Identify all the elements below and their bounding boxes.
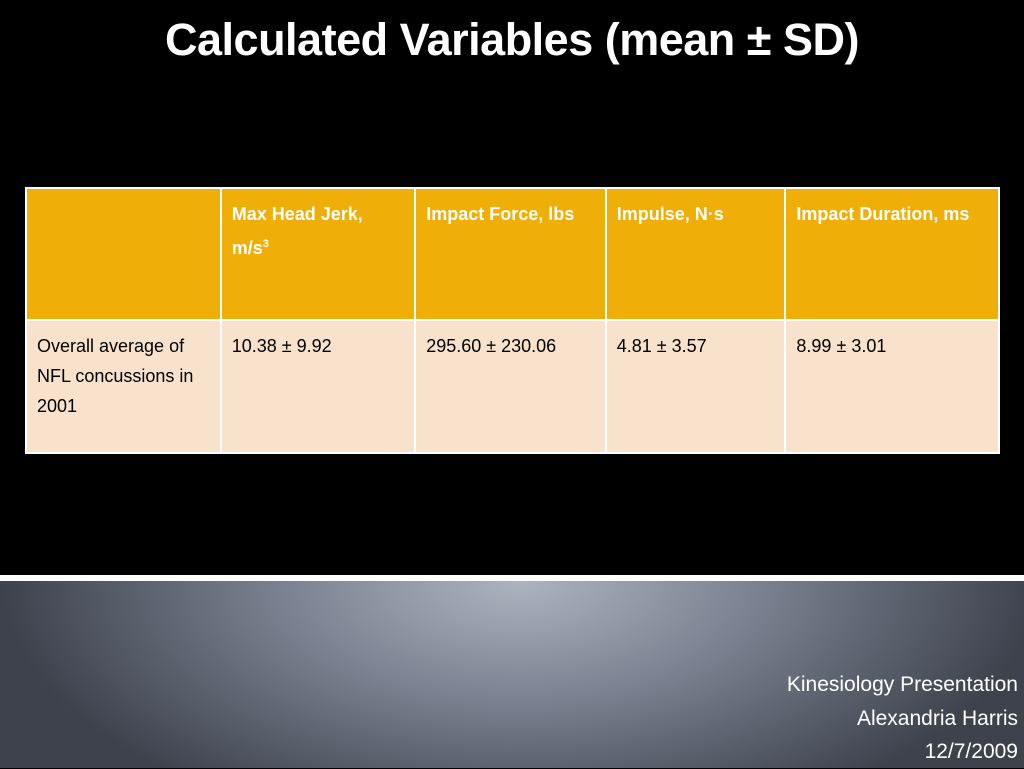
footer-line: Alexandria Harris <box>856 706 1018 730</box>
footer-background <box>0 581 1024 768</box>
data-cell: 295.60 ± 230.06 <box>414 319 607 454</box>
data-table: Max Head Jerk, m/s3 Impact Force, lbs Im… <box>25 187 1000 454</box>
header-text: Max Head Jerk, m/s <box>231 204 363 258</box>
data-cell: 4.81 ± 3.57 <box>604 319 787 454</box>
header-cell: Impulse, N·s <box>604 187 787 321</box>
superscript: 3 <box>262 238 269 250</box>
header-cell <box>25 187 222 321</box>
footer: Kinesiology Presentation Alexandria Harr… <box>787 668 1018 769</box>
header-cell: Impact Force, lbs <box>414 187 607 321</box>
data-cell: 8.99 ± 3.01 <box>784 319 1000 454</box>
divider <box>0 575 1024 581</box>
footer-line: Kinesiology Presentation <box>786 673 1018 696</box>
data-row: Overall average of NFL concussions in 20… <box>25 319 1000 454</box>
row-label: Overall average of NFL concussions in 20… <box>25 319 222 454</box>
data-cell: 10.38 ± 9.92 <box>219 319 417 454</box>
footer-line: 12/7/2009 <box>924 740 1018 763</box>
header-cell: Impact Duration, ms <box>784 187 1000 321</box>
header-row: Max Head Jerk, m/s3 Impact Force, lbs Im… <box>25 187 1000 321</box>
slide-title: Calculated Variables (mean ± SD) <box>165 14 859 65</box>
header-cell: Max Head Jerk, m/s3 <box>219 187 417 321</box>
